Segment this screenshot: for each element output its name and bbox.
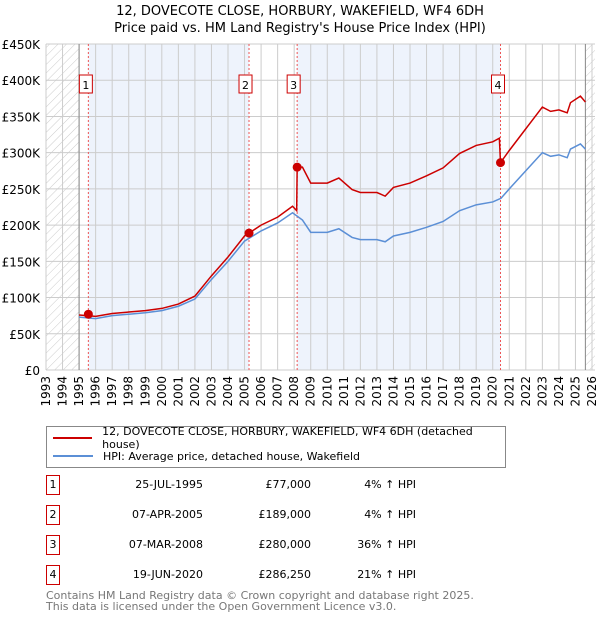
- sale-point: [83, 309, 93, 319]
- sale-date: 07-MAR-2008: [128, 538, 203, 551]
- x-tick-label: 2008: [287, 376, 301, 407]
- x-tick-label: 2011: [337, 376, 351, 407]
- sale-price: £77,000: [265, 478, 312, 491]
- y-tick-label: £150K: [2, 255, 42, 269]
- sale-point: [244, 228, 254, 238]
- sale-hpi-change: 21% ↑ HPI: [357, 568, 416, 581]
- legend: 12, DOVECOTE CLOSE, HORBURY, WAKEFIELD, …: [46, 425, 506, 468]
- x-tick-label: 2012: [353, 376, 367, 407]
- sale-price: £189,000: [258, 508, 312, 521]
- x-tick-label: 2005: [238, 376, 252, 407]
- x-tick-label: 2022: [519, 376, 533, 407]
- x-tick-label: 1999: [138, 376, 152, 407]
- sale-point: [292, 162, 302, 172]
- sale-label-box: [491, 74, 506, 94]
- y-tick-label: £400K: [2, 74, 42, 88]
- x-tick-label: 1998: [122, 376, 136, 407]
- y-tick-label: £50K: [9, 328, 41, 342]
- sale-label-box: [286, 74, 301, 94]
- x-tick-label: 2023: [535, 376, 549, 407]
- x-tick-label: 2006: [254, 376, 268, 407]
- x-tick-label: 2004: [221, 376, 235, 407]
- sale-label: 4: [495, 79, 502, 92]
- y-tick-label: £200K: [2, 219, 42, 233]
- x-tick-label: 2018: [453, 376, 467, 407]
- sale-hpi-change: 4% ↑ HPI: [364, 478, 416, 491]
- x-tick-label: 2026: [585, 376, 599, 407]
- sale-number: 4: [46, 565, 60, 585]
- x-tick-label: 2024: [552, 376, 566, 407]
- sale-label: 3: [290, 79, 297, 92]
- x-tick-label: 1994: [56, 376, 70, 407]
- x-tick-label: 1997: [105, 376, 119, 407]
- x-tick-label: 1993: [39, 376, 53, 407]
- sale-number: 2: [46, 505, 60, 525]
- sale-row: 1 25-JUL-1995 £77,000 4% ↑ HPI: [46, 475, 446, 495]
- x-tick-label: 2020: [486, 376, 500, 407]
- y-tick-label: £350K: [2, 110, 42, 124]
- legend-item-hpi: HPI: Average price, detached house, Wake…: [53, 448, 360, 464]
- chart-subtitle: Price paid vs. HM Land Registry's House …: [114, 21, 486, 36]
- price-paid-line: [79, 95, 586, 318]
- legend-label: HPI: Average price, detached house, Wake…: [103, 449, 361, 463]
- sale-date: 07-APR-2005: [131, 508, 203, 521]
- blue-line-swatch: [53, 455, 93, 457]
- sale-price: £286,250: [258, 568, 312, 581]
- sale-label-box: [78, 74, 93, 94]
- x-tick-label: 1995: [72, 376, 86, 407]
- y-tick-label: £300K: [2, 147, 42, 161]
- sale-number: 1: [46, 475, 60, 495]
- x-tick-label: 1996: [89, 376, 103, 407]
- chart-title: 12, DOVECOTE CLOSE, HORBURY, WAKEFIELD, …: [116, 4, 484, 19]
- sale-date: 25-JUL-1995: [135, 478, 203, 491]
- x-tick-label: 2001: [171, 376, 185, 407]
- sale-price: £280,000: [258, 538, 312, 551]
- footer: Contains HM Land Registry data © Crown c…: [46, 590, 474, 612]
- red-line-swatch: [53, 437, 93, 439]
- sale-date: 19-JUN-2020: [132, 568, 203, 581]
- hatched-no-data: [585, 44, 595, 370]
- x-tick-label: 2003: [204, 376, 218, 407]
- y-tick-label: £250K: [2, 183, 42, 197]
- x-tick-label: 2014: [386, 376, 400, 407]
- sale-point: [496, 158, 506, 168]
- x-tick-label: 2009: [304, 376, 318, 407]
- sale-hpi-change: 36% ↑ HPI: [357, 538, 416, 551]
- sale-number: 3: [46, 535, 60, 555]
- sale-label: 1: [82, 79, 89, 92]
- y-tick-label: £450K: [2, 38, 42, 52]
- sale-hpi-change: 4% ↑ HPI: [364, 508, 416, 521]
- x-tick-label: 2000: [155, 376, 169, 407]
- footer-line: This data is licensed under the Open Gov…: [46, 600, 397, 613]
- sale-row: 4 19-JUN-2020 £286,250 21% ↑ HPI: [46, 565, 446, 585]
- y-tick-label: £0: [25, 364, 40, 378]
- sale-row: 3 07-MAR-2008 £280,000 36% ↑ HPI: [46, 535, 446, 555]
- price-chart: £0 £50K £100K £150K £200K £250K £300K £350K £400…: [2, 38, 599, 407]
- x-tick-label: 2016: [420, 376, 434, 407]
- footer-line: Contains HM Land Registry data © Crown c…: [46, 589, 474, 602]
- x-tick-label: 2002: [188, 376, 202, 407]
- x-tick-label: 2019: [469, 376, 483, 407]
- x-tick-label: 2021: [502, 376, 516, 407]
- x-tick-label: 2015: [403, 376, 417, 407]
- x-tick-label: 2025: [568, 376, 582, 407]
- hpi-line: [79, 143, 586, 320]
- legend-label: 12, DOVECOTE CLOSE, HORBURY, WAKEFIELD, …: [102, 425, 473, 451]
- x-tick-label: 2017: [436, 376, 450, 407]
- sale-label-box: [238, 74, 253, 94]
- legend-item-property: 12, DOVECOTE CLOSE, HORBURY, WAKEFIELD, …: [53, 425, 505, 451]
- x-tick-label: 2010: [320, 376, 334, 407]
- x-tick-label: 2007: [271, 376, 285, 407]
- y-tick-label: £100K: [2, 292, 42, 306]
- sale-row: 2 07-APR-2005 £189,000 4% ↑ HPI: [46, 505, 446, 525]
- x-tick-label: 2013: [370, 376, 384, 407]
- sale-label: 2: [242, 79, 249, 92]
- shaded-period: [297, 44, 501, 370]
